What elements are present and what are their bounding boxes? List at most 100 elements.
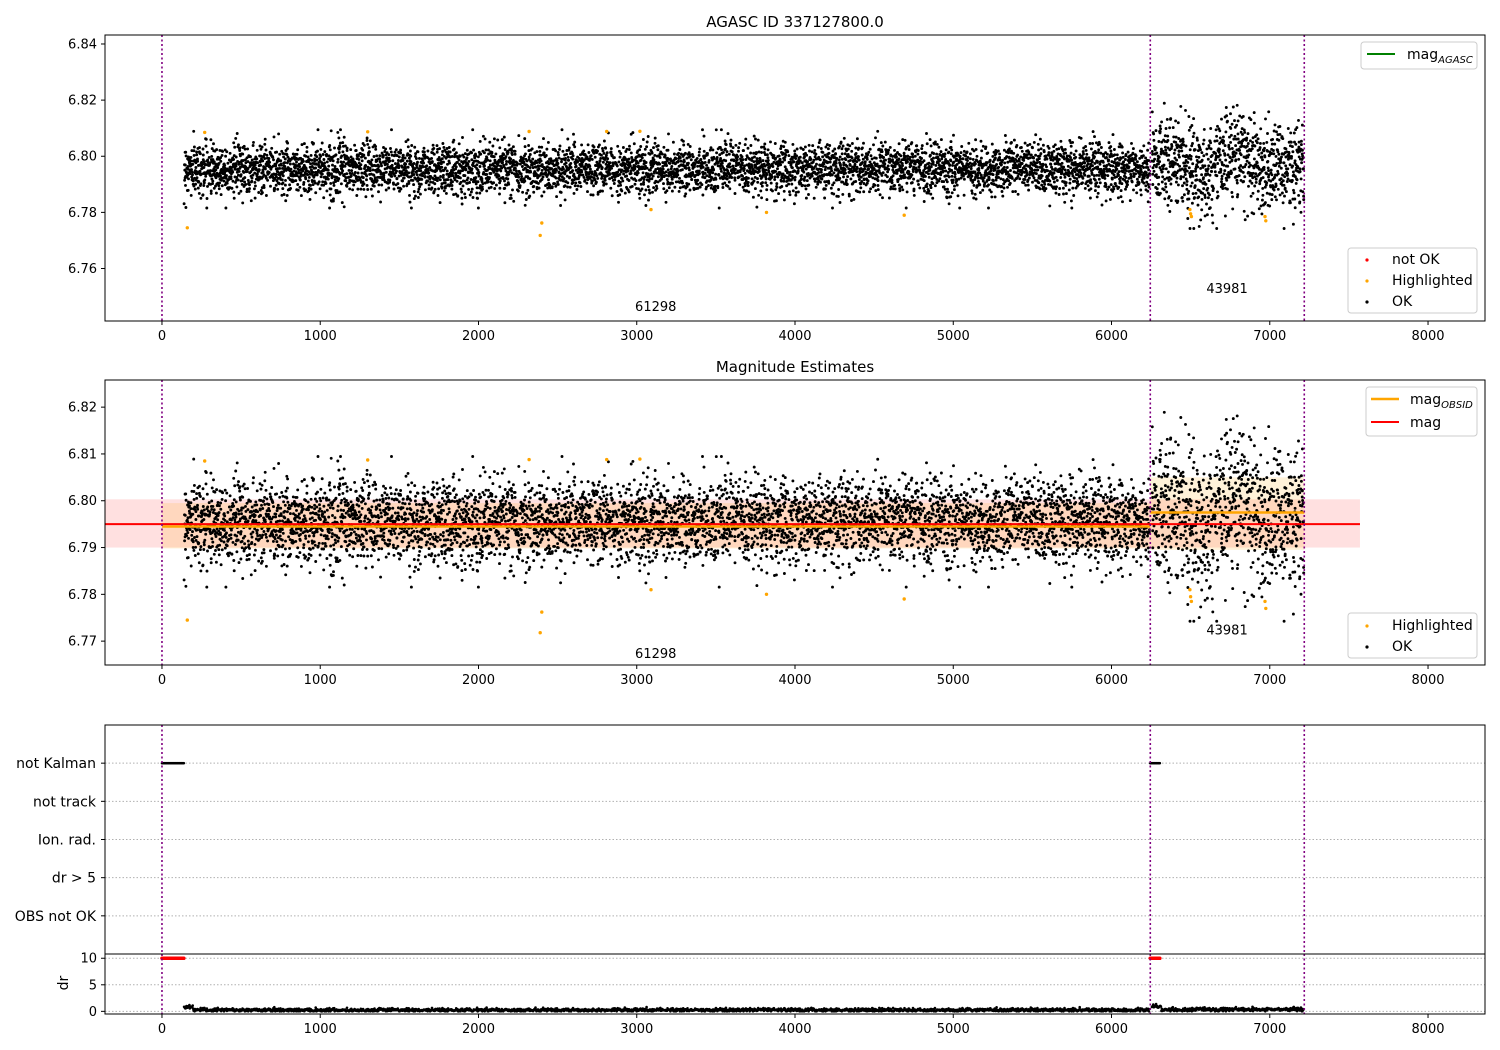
ok-point [250,179,254,183]
ok-point [859,175,863,179]
ok-point [195,150,199,154]
ok-point [444,150,448,154]
ok-point [643,147,647,151]
ok-point [990,195,994,199]
ok-point [650,172,653,176]
ok-point [783,158,787,162]
ok-point [594,171,598,175]
ok-point [790,182,794,186]
ok-point [878,164,882,168]
ok-point [195,153,199,157]
ok-point [807,143,811,147]
ok-point [236,173,240,177]
ok-point [610,166,614,170]
ok-point [280,178,284,182]
ok-point [819,147,823,150]
ok-point [442,189,446,193]
ok-point [274,183,278,187]
ok-point [949,195,953,199]
ok-point [1007,179,1011,183]
ok-point [918,168,922,172]
ok-point [777,154,781,158]
ok-point [776,175,780,179]
ok-point [633,164,637,168]
ok-point [698,172,701,175]
ok-point [855,170,859,174]
ok-point [841,192,845,196]
ok-point [1038,154,1042,158]
ok-point [502,153,506,156]
ok-point [944,157,948,161]
ok-point [371,168,375,172]
ok-point [1028,142,1032,146]
ok-point [328,143,332,147]
ok-point [781,151,785,155]
ok-point [355,194,359,197]
ok-point [324,181,328,185]
ok-point [978,171,982,175]
ok-point [562,177,566,181]
ok-point [404,166,407,170]
ok-point [707,159,711,162]
ok-point [665,159,669,163]
ok-point [415,169,419,173]
ok-point [682,160,686,163]
ok-point [350,171,354,175]
ok-point [712,168,716,172]
ok-point [869,187,873,191]
ok-point [432,190,436,194]
ok-point [573,184,577,188]
ok-point [225,174,228,178]
ok-point [232,190,236,194]
ok-point [519,172,523,176]
ok-point [979,139,983,143]
ok-point [929,144,933,148]
ok-point [783,155,787,159]
ok-point [1020,149,1024,153]
ok-point [766,156,770,160]
ok-point [356,153,360,157]
ok-point [954,165,958,169]
ok-point [881,144,885,148]
ok-point [407,179,411,183]
ok-point [827,181,831,185]
ok-point [812,167,816,170]
ok-point [650,177,654,181]
ok-point [931,162,935,166]
ok-point [854,146,858,150]
ok-point [953,184,956,188]
ok-point [917,165,921,169]
ok-point [750,165,754,169]
ok-point [838,176,842,180]
ok-point [791,189,795,193]
ok-point [414,194,417,198]
ok-point [698,185,702,189]
ok-point [697,160,701,164]
ok-point [298,178,302,182]
ok-point [720,148,724,152]
ok-point [194,182,198,186]
ok-point [365,139,369,142]
ok-point [532,190,536,194]
ok-point [323,161,327,165]
ok-point [741,158,745,162]
ok-point [808,149,811,153]
ok-point [353,171,357,174]
ok-point [674,180,678,184]
ok-point [618,155,622,159]
ok-point [854,180,858,183]
ok-point [215,148,219,152]
ok-point [821,150,825,154]
ok-point [559,190,563,194]
ok-point [339,160,343,164]
ok-point [566,137,570,141]
ok-point [913,159,917,163]
ok-point [193,158,197,162]
ok-point [898,189,902,193]
ok-point [338,145,342,149]
ok-point [925,142,929,146]
ok-point [976,184,979,188]
ok-point [250,176,254,180]
ok-point [191,162,195,166]
ok-point [251,173,255,177]
